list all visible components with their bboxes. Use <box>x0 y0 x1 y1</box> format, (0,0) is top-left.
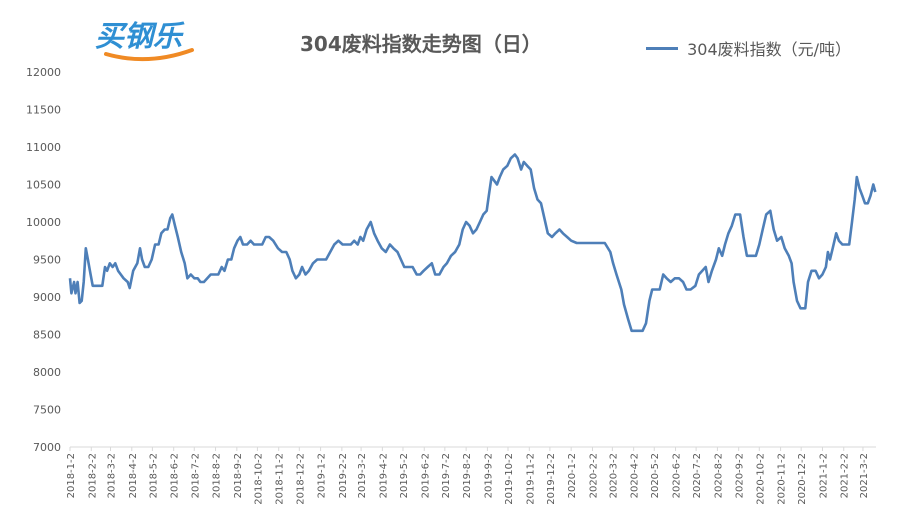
x-tick-label: 2020-1-2 <box>567 453 578 498</box>
x-tick-label: 2019-9-2 <box>483 453 494 498</box>
x-tick-label: 2018-9-2 <box>233 453 244 498</box>
x-tick-label: 2018-6-2 <box>170 453 181 498</box>
x-tick-label: 2020-8-2 <box>713 453 724 498</box>
x-tick-label: 2021-2-2 <box>840 453 851 498</box>
legend-label: 304废料指数（元/吨） <box>687 40 852 59</box>
chart-title: 304废料指数走势图（日） <box>300 32 542 56</box>
x-tick-label: 2019-3-2 <box>357 453 368 498</box>
x-tick-label: 2018-4-2 <box>128 453 139 498</box>
x-tick-label: 2020-2-2 <box>588 453 599 498</box>
y-tick-label: 7500 <box>33 404 61 417</box>
x-tick-label: 2018-3-2 <box>107 453 118 498</box>
x-tick-label: 2018-1-2 <box>66 453 77 498</box>
x-tick-label: 2019-10-2 <box>504 453 515 505</box>
x-tick-label: 2019-1-2 <box>317 453 328 498</box>
x-tick-label: 2019-6-2 <box>420 453 431 498</box>
logo-text: 买钢乐 <box>95 19 185 53</box>
y-tick-label: 7000 <box>33 441 61 454</box>
y-tick-label: 12000 <box>26 66 61 79</box>
x-tick-label: 2020-11-2 <box>777 453 788 505</box>
y-tick-label: 10500 <box>26 179 61 192</box>
x-tick-label: 2018-8-2 <box>212 453 223 498</box>
y-tick-label: 9000 <box>33 291 61 304</box>
x-tick-label: 2021-1-2 <box>818 453 829 498</box>
x-tick-label: 2020-5-2 <box>650 453 661 498</box>
y-axis: 12000 11500 11000 10500 10000 9500 9000 8500 800… <box>26 66 61 454</box>
x-tick-label: 2019-11-2 <box>525 453 536 505</box>
x-tick-label: 2020-4-2 <box>630 453 641 498</box>
x-tick-label: 2019-12-2 <box>546 453 557 505</box>
x-tick-label: 2019-8-2 <box>462 453 473 498</box>
y-tick-label: 8000 <box>33 366 61 379</box>
x-tick-label: 2019-5-2 <box>399 453 410 498</box>
y-tick-label: 10000 <box>26 216 61 229</box>
x-axis: 2018-1-2 2018-2-2 2018-3-2 2018-4-2 2018-5-2… <box>66 446 876 505</box>
brand-logo: 买钢乐 <box>92 16 202 66</box>
x-tick-label: 2019-7-2 <box>441 453 452 498</box>
x-tick-label: 2018-2-2 <box>87 453 98 498</box>
legend-swatch <box>646 46 678 50</box>
x-tick-label: 2020-9-2 <box>735 453 746 498</box>
x-tick-label: 2021-3-2 <box>859 453 870 498</box>
x-tick-label: 2020-12-2 <box>797 453 808 505</box>
x-tick-label: 2018-5-2 <box>148 453 159 498</box>
x-tick-label: 2020-6-2 <box>672 453 683 498</box>
y-tick-label: 11000 <box>26 141 61 154</box>
x-tick-label: 2018-10-2 <box>253 453 264 505</box>
legend: 304废料指数（元/吨） <box>646 36 852 59</box>
logo-swoosh <box>104 48 194 62</box>
x-tick-label: 2018-12-2 <box>295 453 306 505</box>
series-line <box>68 153 877 333</box>
x-tick-label: 2018-11-2 <box>275 453 286 505</box>
series-layer <box>68 153 877 333</box>
x-tick-label: 2019-4-2 <box>378 453 389 498</box>
x-tick-label: 2020-3-2 <box>608 453 619 498</box>
y-tick-label: 9500 <box>33 254 61 267</box>
x-tick-label: 2020-7-2 <box>692 453 703 498</box>
x-tick-label: 2020-10-2 <box>755 453 766 505</box>
y-tick-label: 11500 <box>26 104 61 117</box>
y-tick-label: 8500 <box>33 329 61 342</box>
brand-logo-graphic: 买钢乐 <box>95 19 194 62</box>
x-tick-label: 2018-7-2 <box>190 453 201 498</box>
x-tick-label: 2019-2-2 <box>338 453 349 498</box>
